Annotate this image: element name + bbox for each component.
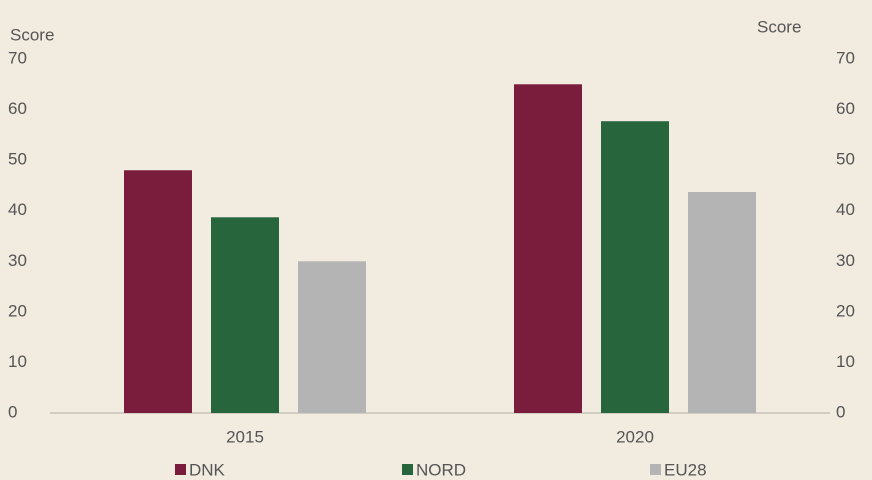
y-tick-label: 10 [8, 352, 27, 371]
legend-label: DNK [189, 460, 226, 479]
y-tick-label: 50 [8, 150, 27, 169]
y2-tick-label: 40 [836, 200, 855, 219]
y2-tick-label: 10 [836, 352, 855, 371]
bar [211, 217, 279, 413]
y-tick-label: 0 [8, 402, 17, 421]
y2-tick-label: 30 [836, 251, 855, 270]
legend-label: EU28 [664, 460, 707, 479]
bar [298, 261, 366, 413]
y2-tick-label: 20 [836, 301, 855, 320]
y2-axis-label: Score [757, 17, 801, 36]
x-tick-label: 2015 [226, 427, 264, 446]
legend-swatch [650, 464, 661, 475]
bar [601, 121, 669, 414]
y-tick-label: 40 [8, 200, 27, 219]
y-tick-label: 70 [8, 48, 27, 67]
legend-label: NORD [416, 460, 466, 479]
y2-tick-label: 50 [836, 150, 855, 169]
y2-tick-label: 0 [836, 402, 845, 421]
legend-swatch [402, 464, 413, 475]
y-tick-label: 30 [8, 251, 27, 270]
x-tick-label: 2020 [616, 427, 654, 446]
bar [124, 170, 192, 413]
legend-swatch [175, 464, 186, 475]
y-axis-label: Score [10, 25, 54, 44]
y-tick-label: 20 [8, 301, 27, 320]
bar [514, 84, 582, 414]
y2-tick-label: 60 [836, 99, 855, 118]
y-tick-label: 60 [8, 99, 27, 118]
y2-tick-label: 70 [836, 48, 855, 67]
bar [688, 192, 756, 413]
